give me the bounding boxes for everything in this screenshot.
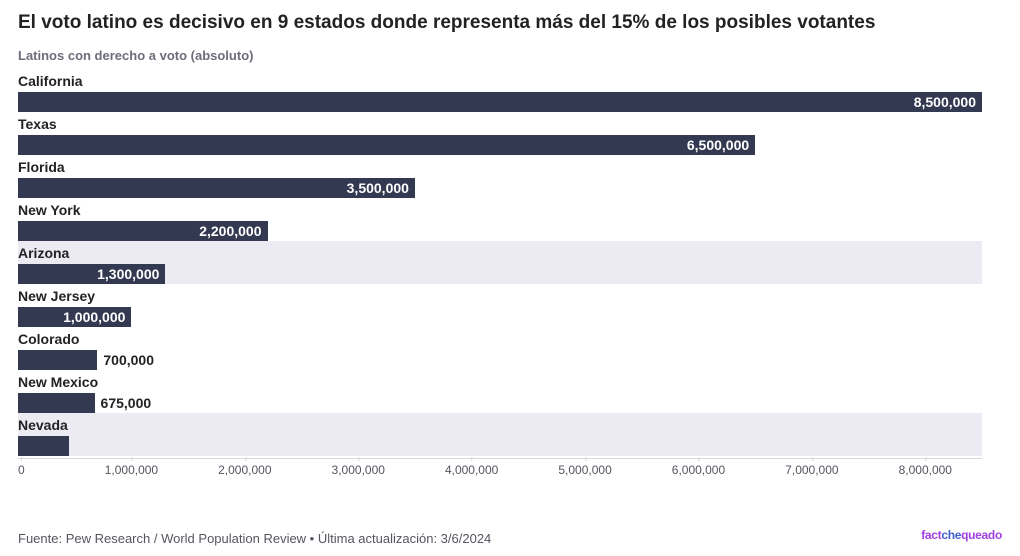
chart-row: Arizona1,300,000 xyxy=(18,241,982,284)
bar-track: 3,500,000 xyxy=(18,178,982,198)
tick-line xyxy=(698,457,699,461)
chart-row: Colorado700,000 xyxy=(18,327,982,370)
tick-line xyxy=(21,457,22,461)
tick-label: 7,000,000 xyxy=(785,463,838,477)
axis-tick: 0 xyxy=(18,459,25,477)
tick-label: 2,000,000 xyxy=(218,463,271,477)
tick-label: 1,000,000 xyxy=(105,463,158,477)
axis-tick: 2,000,000 xyxy=(218,459,271,477)
logo-part1: fact xyxy=(921,528,941,542)
tick-line xyxy=(131,457,132,461)
axis-tick: 1,000,000 xyxy=(105,459,158,477)
logo-part2: che xyxy=(941,528,961,542)
bar xyxy=(18,350,97,370)
state-label: Florida xyxy=(18,158,982,178)
axis-tick: 8,000,000 xyxy=(899,459,952,477)
state-label: Texas xyxy=(18,115,982,135)
bar-track: 1,000,000 xyxy=(18,307,982,327)
axis-tick: 3,000,000 xyxy=(332,459,385,477)
state-label: New Jersey xyxy=(18,287,982,307)
value-label: 3,500,000 xyxy=(18,178,415,198)
axis-tick: 7,000,000 xyxy=(785,459,838,477)
chart-row: New Jersey1,000,000 xyxy=(18,284,982,327)
bar-track: 6,500,000 xyxy=(18,135,982,155)
bar-track xyxy=(18,436,982,456)
chart-row: Florida3,500,000 xyxy=(18,155,982,198)
chart-row: New Mexico675,000 xyxy=(18,370,982,413)
state-label: California xyxy=(18,72,982,92)
axis-tick: 5,000,000 xyxy=(558,459,611,477)
logo-part3: queado xyxy=(961,528,1002,542)
bar xyxy=(18,436,69,456)
tick-label: 8,000,000 xyxy=(899,463,952,477)
tick-line xyxy=(358,457,359,461)
tick-line xyxy=(585,457,586,461)
chart-footer: Fuente: Pew Research / World Population … xyxy=(18,531,491,546)
tick-label: 5,000,000 xyxy=(558,463,611,477)
bar-track: 1,300,000 xyxy=(18,264,982,284)
tick-line xyxy=(925,457,926,461)
bar-track: 8,500,000 xyxy=(18,92,982,112)
tick-label: 3,000,000 xyxy=(332,463,385,477)
axis-tick: 6,000,000 xyxy=(672,459,725,477)
state-label: Nevada xyxy=(18,416,982,436)
tick-line xyxy=(812,457,813,461)
value-label: 700,000 xyxy=(97,350,154,370)
chart-row: Nevada xyxy=(18,413,982,456)
state-label: New Mexico xyxy=(18,373,982,393)
tick-label: 0 xyxy=(18,463,25,477)
value-label: 1,300,000 xyxy=(18,264,165,284)
chart-area: California8,500,000Texas6,500,000Florida… xyxy=(18,69,982,456)
bar-track: 2,200,000 xyxy=(18,221,982,241)
value-label: 675,000 xyxy=(95,393,152,413)
state-label: Arizona xyxy=(18,244,982,264)
tick-label: 6,000,000 xyxy=(672,463,725,477)
x-axis: 0 1,000,000 2,000,000 3,000,000 4,000,000 5,0… xyxy=(18,458,982,486)
value-label: 2,200,000 xyxy=(18,221,268,241)
chart-title: El voto latino es decisivo en 9 estados … xyxy=(18,12,1002,34)
state-label: New York xyxy=(18,201,982,221)
state-label: Colorado xyxy=(18,330,982,350)
value-label: 8,500,000 xyxy=(18,92,982,112)
value-label: 6,500,000 xyxy=(18,135,755,155)
bar-track: 675,000 xyxy=(18,393,982,413)
chart-subtitle: Latinos con derecho a voto (absoluto) xyxy=(18,48,1002,63)
axis-tick: 4,000,000 xyxy=(445,459,498,477)
value-label: 1,000,000 xyxy=(18,307,131,327)
bar-track: 700,000 xyxy=(18,350,982,370)
chart-row: Texas6,500,000 xyxy=(18,112,982,155)
chart-row: California8,500,000 xyxy=(18,69,982,112)
bar xyxy=(18,393,95,413)
tick-label: 4,000,000 xyxy=(445,463,498,477)
brand-logo: factchequeado xyxy=(921,528,1002,542)
chart-row: New York2,200,000 xyxy=(18,198,982,241)
tick-line xyxy=(472,457,473,461)
tick-line xyxy=(245,457,246,461)
